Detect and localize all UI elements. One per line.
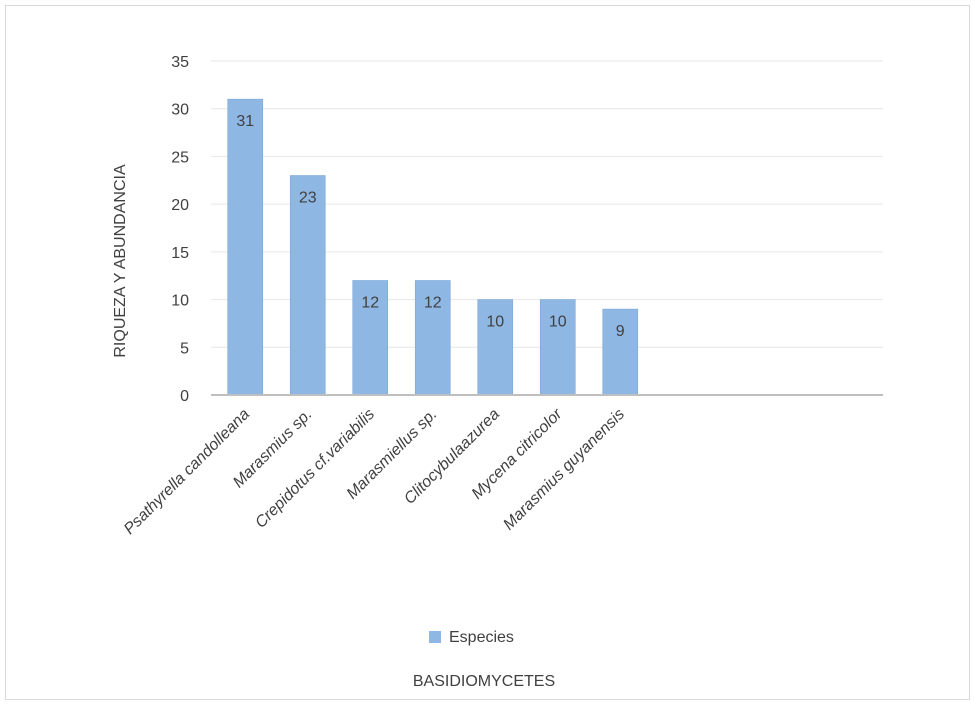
data-label: 9 [616, 323, 625, 340]
y-tick-label: 25 [171, 149, 189, 166]
chart-frame: 0 5 10 15 20 25 30 35 Psathyrella candolleana Ma… [5, 5, 970, 700]
y-tick-label: 35 [171, 54, 189, 71]
bar [414, 280, 451, 396]
y-tick-label: 0 [180, 388, 189, 405]
data-label: 23 [299, 190, 317, 207]
x-tick-label: Crepidotus cf.variabilis [252, 406, 378, 532]
y-tick-labels: 0 5 10 15 20 25 30 35 [171, 54, 189, 405]
bars [227, 98, 639, 396]
bar [477, 299, 514, 396]
y-tick-label: 5 [180, 340, 189, 357]
bar [227, 98, 264, 396]
data-labels: 31 23 12 12 10 10 9 [236, 113, 624, 340]
data-label: 12 [361, 294, 379, 311]
legend: Especies [429, 629, 514, 646]
y-tick-label: 30 [171, 102, 189, 119]
y-axis-label: RIQUEZA Y ABUNDANCIA [112, 164, 129, 358]
legend-label-especies: Especies [449, 629, 514, 646]
data-label: 10 [486, 314, 504, 331]
y-tick-label: 10 [171, 293, 189, 310]
data-label: 31 [236, 113, 254, 130]
y-tick-label: 15 [171, 245, 189, 262]
x-axis-label: BASIDIOMYCETES [413, 673, 555, 690]
y-tick-label: 20 [171, 197, 189, 214]
x-tick-label: Marasmius guyanensis [500, 406, 628, 534]
bar [289, 175, 326, 396]
x-tick-label: Psathyrella candolleana [121, 406, 253, 538]
data-label: 12 [424, 294, 442, 311]
bar [602, 308, 639, 396]
bar [539, 299, 576, 396]
data-label: 10 [549, 314, 567, 331]
legend-swatch-especies [429, 631, 441, 643]
